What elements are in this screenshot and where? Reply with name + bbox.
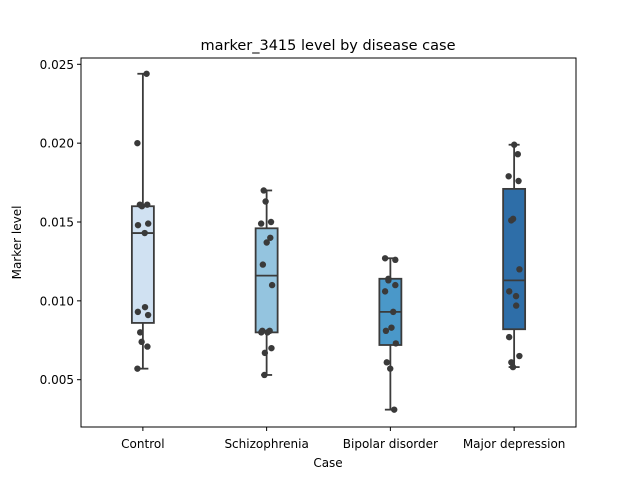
- data-point: [268, 281, 276, 289]
- data-point: [268, 344, 275, 352]
- data-point: [505, 173, 512, 180]
- data-point: [134, 139, 141, 147]
- y-tick-label: 0.025: [40, 58, 74, 72]
- data-point: [257, 220, 265, 227]
- data-point: [262, 198, 269, 205]
- y-tick-label: 0.010: [40, 294, 74, 308]
- data-point: [143, 70, 150, 77]
- axes-frame: [80, 57, 577, 428]
- data-point: [134, 365, 141, 372]
- plot-area: [130, 70, 527, 413]
- x-tick-label: Control: [121, 437, 164, 451]
- y-axis-label: Marker level: [10, 206, 24, 280]
- data-point: [392, 256, 399, 264]
- data-point: [134, 221, 142, 229]
- data-point: [136, 329, 144, 336]
- data-point: [136, 201, 144, 208]
- data-point: [387, 365, 394, 372]
- data-point: [382, 327, 390, 335]
- data-point: [506, 288, 513, 295]
- data-point: [134, 308, 142, 316]
- data-point: [260, 187, 267, 194]
- x-tick-label: Schizophrenia: [224, 437, 308, 451]
- data-point: [514, 150, 521, 158]
- data-point: [385, 277, 392, 284]
- y-tick-label: 0.005: [40, 373, 74, 387]
- data-point: [508, 217, 515, 224]
- points-group: [134, 70, 152, 372]
- data-point: [258, 329, 265, 336]
- data-point: [381, 288, 389, 295]
- points-group: [257, 187, 276, 379]
- data-point: [512, 292, 520, 300]
- data-point: [515, 177, 522, 185]
- data-point: [511, 141, 518, 148]
- data-point: [261, 371, 268, 379]
- data-point: [381, 255, 389, 262]
- data-point: [144, 201, 151, 208]
- data-point: [267, 218, 275, 226]
- data-point: [144, 343, 151, 350]
- data-point: [138, 338, 145, 346]
- x-tick-label: Major depression: [463, 437, 566, 451]
- data-point: [509, 363, 517, 371]
- data-point: [267, 234, 274, 241]
- y-tick-label: 0.015: [40, 216, 74, 230]
- data-point: [383, 359, 390, 366]
- x-axis: Control Schizophrenia Bipolar disorder Majo…: [121, 427, 565, 451]
- data-point: [144, 311, 152, 319]
- data-point: [141, 303, 149, 311]
- points-group: [381, 255, 400, 413]
- data-point: [392, 340, 400, 347]
- data-point: [516, 352, 523, 360]
- data-point: [266, 327, 273, 335]
- y-axis: 0.005 0.010 0.015 0.020 0.025: [40, 58, 81, 387]
- box: [502, 187, 527, 331]
- chart-title: marker_3415 level by disease case: [201, 38, 456, 54]
- data-point: [392, 281, 399, 289]
- data-point: [259, 261, 267, 268]
- data-point: [505, 333, 513, 341]
- data-point: [263, 239, 270, 246]
- data-point: [388, 324, 395, 331]
- points-group: [505, 141, 523, 371]
- data-point: [516, 266, 523, 273]
- y-tick-label: 0.020: [40, 137, 74, 151]
- data-point: [144, 220, 152, 227]
- data-point: [141, 229, 148, 237]
- x-axis-label: Case: [313, 456, 342, 470]
- x-tick-label: Bipolar disorder: [343, 437, 438, 451]
- data-point: [261, 349, 269, 357]
- data-point: [390, 308, 397, 316]
- data-point: [391, 406, 398, 413]
- data-point: [512, 302, 520, 309]
